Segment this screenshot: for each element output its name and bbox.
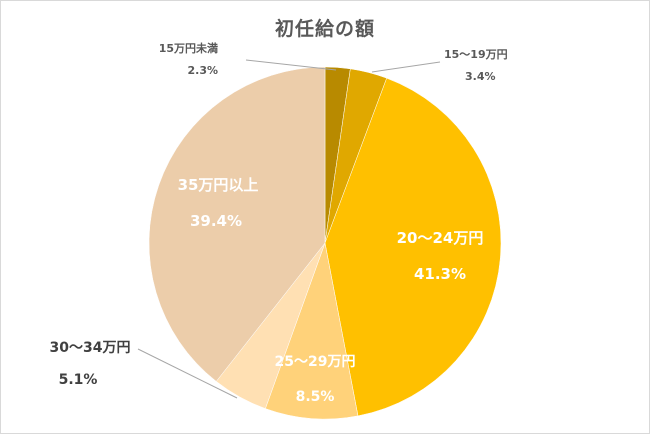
- slice-value-label-3: 8.5%: [296, 389, 335, 405]
- slice-label-1: 15～19万円: [444, 48, 508, 61]
- slice-value-label-2: 41.3%: [414, 265, 466, 283]
- slice-label-3: 25～29万円: [275, 354, 356, 370]
- slice-label-0: 15万円未満: [159, 41, 218, 55]
- chart-title: 初任給の額: [274, 18, 375, 40]
- leader-lines: [137, 59, 441, 399]
- slice-label-4: 30～34万円: [50, 340, 131, 356]
- leader-line-4: [137, 348, 238, 399]
- leader-line-1: [371, 61, 441, 73]
- slice-value-label-5: 39.4%: [190, 212, 242, 230]
- slice-value-label-0: 2.3%: [187, 64, 218, 77]
- slice-label-2: 20～24万円: [397, 229, 484, 247]
- pie-slice-5: [148, 66, 326, 382]
- leader-line-0: [245, 59, 337, 71]
- slice-label-5: 35万円以上: [178, 176, 259, 194]
- pie-slice-3: [265, 242, 359, 420]
- slice-labels: 15万円未満 2.3% 15～19万円 3.4% 20～24万円 41.3% 25～29万円…: [50, 41, 508, 405]
- slice-value-label-4: 5.1%: [59, 372, 98, 388]
- pie-slices: [148, 66, 502, 420]
- slice-value-label-1: 3.4%: [465, 70, 496, 83]
- pie-slice-2: [324, 77, 502, 417]
